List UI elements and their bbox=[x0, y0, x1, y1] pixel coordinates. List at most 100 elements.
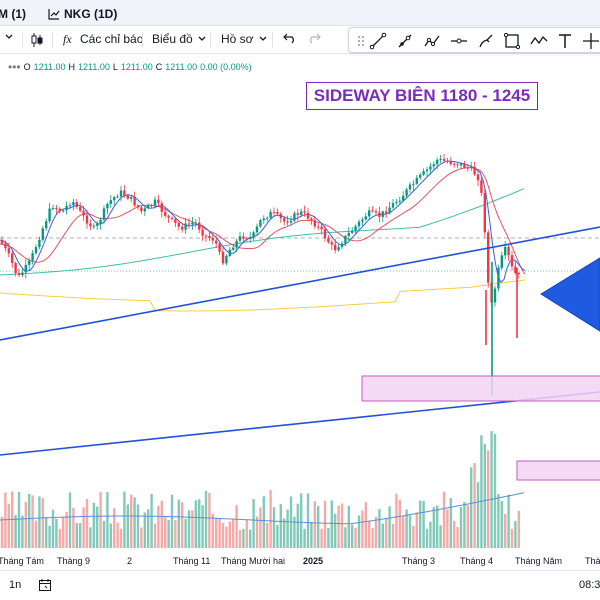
candle-body bbox=[507, 246, 510, 256]
drawing-toolbar bbox=[348, 27, 600, 53]
volume-bar bbox=[17, 491, 21, 548]
volume-bar bbox=[466, 505, 469, 548]
collapse-chevron-button[interactable] bbox=[4, 32, 14, 42]
candle-body bbox=[374, 211, 378, 213]
trendline-lower[interactable] bbox=[0, 391, 600, 456]
volume-bar bbox=[473, 463, 476, 548]
candle-body bbox=[320, 226, 323, 230]
volume-bar bbox=[507, 494, 510, 548]
profile-button[interactable]: Hồ sơ bbox=[221, 32, 268, 46]
candle-body bbox=[150, 205, 153, 207]
price-chart[interactable] bbox=[0, 54, 600, 570]
candle-body bbox=[487, 232, 490, 283]
candle-body bbox=[184, 223, 187, 230]
candle-type-button[interactable] bbox=[30, 32, 44, 48]
candle-body bbox=[497, 267, 500, 289]
time-axis-label: Tháng 4 bbox=[460, 556, 494, 566]
candle-body bbox=[14, 262, 17, 273]
candle-body bbox=[116, 196, 119, 198]
time-axis-label: 2 bbox=[127, 556, 133, 566]
drag-handle-icon[interactable] bbox=[353, 32, 371, 50]
clock-time: 08:3 bbox=[579, 579, 600, 591]
tab-left[interactable]: M (1) bbox=[0, 7, 26, 21]
volume-bar bbox=[41, 497, 44, 548]
candle-body bbox=[153, 199, 157, 206]
volume-bar bbox=[497, 493, 500, 548]
trendline-upper[interactable] bbox=[0, 226, 600, 341]
tab-symbol[interactable]: NKG (1D) bbox=[48, 7, 117, 21]
volume-bar bbox=[167, 520, 170, 548]
candle-body bbox=[106, 203, 109, 209]
candle-body bbox=[232, 247, 235, 250]
candle-body bbox=[7, 248, 10, 254]
zigzag-icon[interactable] bbox=[530, 32, 548, 50]
time-axis[interactable]: Tháng Tám Tháng 9 2 Tháng 11 Tháng Mười … bbox=[0, 554, 600, 570]
candle-body bbox=[133, 196, 136, 206]
chart-template-button[interactable]: Biểu đồ bbox=[152, 32, 207, 46]
candle-body bbox=[480, 180, 483, 193]
volume-bar bbox=[181, 502, 184, 548]
volume-bar bbox=[242, 528, 245, 548]
candle-body bbox=[34, 247, 38, 254]
candlestick-series bbox=[0, 153, 520, 395]
volume-bar bbox=[459, 506, 463, 548]
volume-bar bbox=[283, 518, 286, 548]
volume-bar bbox=[381, 523, 384, 548]
volume-bar bbox=[398, 499, 401, 548]
candle-body bbox=[330, 242, 333, 245]
ray-tool-icon[interactable] bbox=[396, 32, 414, 50]
legend-low: 1211.00 bbox=[120, 62, 153, 72]
candle-body bbox=[517, 273, 520, 275]
support-zone-rect[interactable] bbox=[361, 375, 600, 402]
horizontal-line-icon[interactable] bbox=[450, 32, 468, 50]
direction-arrow-shape[interactable] bbox=[540, 257, 600, 332]
chart-template-label: Biểu đồ bbox=[152, 32, 193, 46]
chevron-down-icon bbox=[198, 36, 206, 41]
sideway-annotation[interactable]: SIDEWAY BIÊN 1180 - 1245 bbox=[306, 82, 538, 110]
goto-date-icon[interactable] bbox=[38, 578, 52, 592]
candle-body bbox=[225, 256, 228, 264]
indicators-button[interactable]: fx Các chỉ báo bbox=[62, 32, 143, 46]
volume-bar bbox=[286, 509, 289, 548]
candle-body bbox=[378, 212, 381, 217]
undo-button[interactable] bbox=[282, 32, 296, 46]
volume-bar bbox=[92, 502, 95, 548]
brush-icon[interactable] bbox=[477, 32, 495, 50]
volume-bar bbox=[323, 500, 327, 548]
candle-body bbox=[436, 159, 439, 165]
line-tool-icon[interactable] bbox=[369, 32, 387, 50]
rectangle-icon[interactable] bbox=[503, 32, 521, 50]
text-icon[interactable] bbox=[556, 32, 574, 50]
candle-body bbox=[102, 208, 106, 220]
volume-bar bbox=[136, 504, 140, 548]
time-axis-label: Tháng 6 bbox=[585, 556, 600, 566]
volume-bar bbox=[402, 515, 405, 548]
candle-body bbox=[310, 218, 313, 221]
volume-bar bbox=[150, 493, 153, 548]
range-1d-button[interactable]: 1n bbox=[9, 579, 22, 591]
redo-button[interactable] bbox=[308, 32, 322, 46]
legend-dots-icon[interactable]: ••• bbox=[8, 60, 21, 74]
candle-body bbox=[136, 205, 140, 208]
candle-body bbox=[194, 222, 197, 224]
candle-body bbox=[140, 207, 143, 212]
volume-bar bbox=[334, 513, 337, 548]
volume-bar bbox=[500, 501, 503, 548]
volume-bar bbox=[504, 513, 507, 548]
ma-teal-line bbox=[0, 188, 525, 276]
volume-bar bbox=[65, 511, 68, 548]
pattern-tool-icon[interactable] bbox=[423, 32, 441, 50]
volume-bar bbox=[449, 498, 452, 548]
volume-bar bbox=[419, 500, 422, 548]
chart-pane[interactable] bbox=[0, 54, 600, 570]
volume-zone-rect[interactable] bbox=[516, 460, 600, 481]
pin-icon[interactable] bbox=[582, 32, 600, 50]
volume-bar bbox=[126, 504, 129, 548]
volume-bar bbox=[425, 528, 429, 548]
volume-bar bbox=[48, 525, 51, 548]
volume-bar bbox=[276, 524, 279, 548]
candle-body bbox=[24, 264, 27, 273]
volume-bar bbox=[436, 505, 439, 548]
volume-bar bbox=[487, 450, 490, 548]
candle-body bbox=[21, 272, 24, 276]
